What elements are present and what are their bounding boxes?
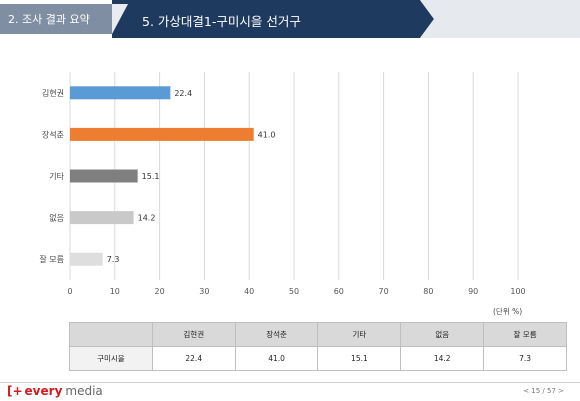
x-tick-label: 20 — [155, 287, 165, 296]
table-header-row: 김현권 장석춘 기타 없음 잘 모름 — [69, 322, 567, 347]
x-tick-label: 70 — [379, 287, 389, 296]
table-row: 구미시을 22.4 41.0 15.1 14.2 7.3 — [69, 346, 567, 371]
data-label: 14.2 — [138, 214, 156, 223]
bar-chart: 0 10 20 30 40 50 60 70 80 90 100 김현권 22.4 장석춘 41.0 기타 15… — [39, 72, 526, 296]
table-cell: 15.1 — [317, 346, 402, 371]
table-cell: 22.4 — [151, 346, 236, 371]
table-cell: 14.2 — [400, 346, 485, 371]
table-cell: 7.3 — [483, 346, 567, 371]
x-tick-label: 50 — [289, 287, 299, 296]
x-tick-label: 100 — [510, 287, 525, 296]
category-label: 김현권 — [42, 88, 64, 98]
title-banner-shape — [112, 0, 580, 38]
bar-4 — [70, 211, 134, 225]
x-tick-label: 90 — [468, 287, 478, 296]
table-header-cell: 장석춘 — [234, 322, 319, 347]
x-tick-label: 40 — [244, 287, 254, 296]
data-label: 7.3 — [107, 255, 120, 264]
header-banner: 2. 조사 결과 요약 5. 가상대결1-구미시을 선거구 — [0, 0, 580, 38]
data-table: 김현권 장석춘 기타 없음 잘 모름 구미시을 22.4 41.0 15.1 1… — [69, 322, 567, 371]
category-label: 장석춘 — [42, 129, 64, 139]
page-title: 5. 가상대결1-구미시을 선거구 — [142, 14, 301, 29]
table-row-label: 구미시을 — [69, 346, 153, 371]
table-header-cell: 김현권 — [151, 322, 236, 347]
category-label: 잘 모름 — [39, 255, 64, 264]
bar-1 — [70, 86, 171, 100]
x-tick-label: 60 — [334, 287, 344, 296]
x-tick-label: 30 — [199, 287, 209, 296]
company-logo: [+ every media — [7, 384, 103, 398]
data-label: 41.0 — [258, 130, 276, 139]
table-cell: 41.0 — [234, 346, 319, 371]
unit-label: (단위 %) — [493, 307, 523, 316]
x-tick-label: 10 — [110, 287, 120, 296]
footer-divider — [0, 382, 580, 383]
bar-3 — [70, 169, 138, 183]
bar-2 — [70, 127, 254, 141]
bar-5 — [70, 252, 103, 266]
x-tick-label: 80 — [423, 287, 433, 296]
logo-mark: [+ — [7, 384, 23, 398]
data-label: 15.1 — [142, 172, 160, 181]
category-label: 없음 — [49, 214, 64, 223]
table-header-cell: 없음 — [400, 322, 485, 347]
x-tick-label: 0 — [67, 287, 72, 296]
logo-word-every: every — [24, 384, 63, 398]
logo-word-media: media — [65, 384, 103, 398]
table-header-cell: 기타 — [317, 322, 402, 347]
table-header-cell: 잘 모름 — [483, 322, 567, 347]
category-label: 기타 — [49, 172, 64, 181]
data-label: 22.4 — [174, 89, 192, 98]
table-corner-cell — [69, 322, 153, 347]
section-label: 2. 조사 결과 요약 — [8, 13, 90, 26]
section-tab: 2. 조사 결과 요약 — [0, 4, 112, 34]
page-indicator: < 15 / 57 > — [523, 387, 564, 395]
